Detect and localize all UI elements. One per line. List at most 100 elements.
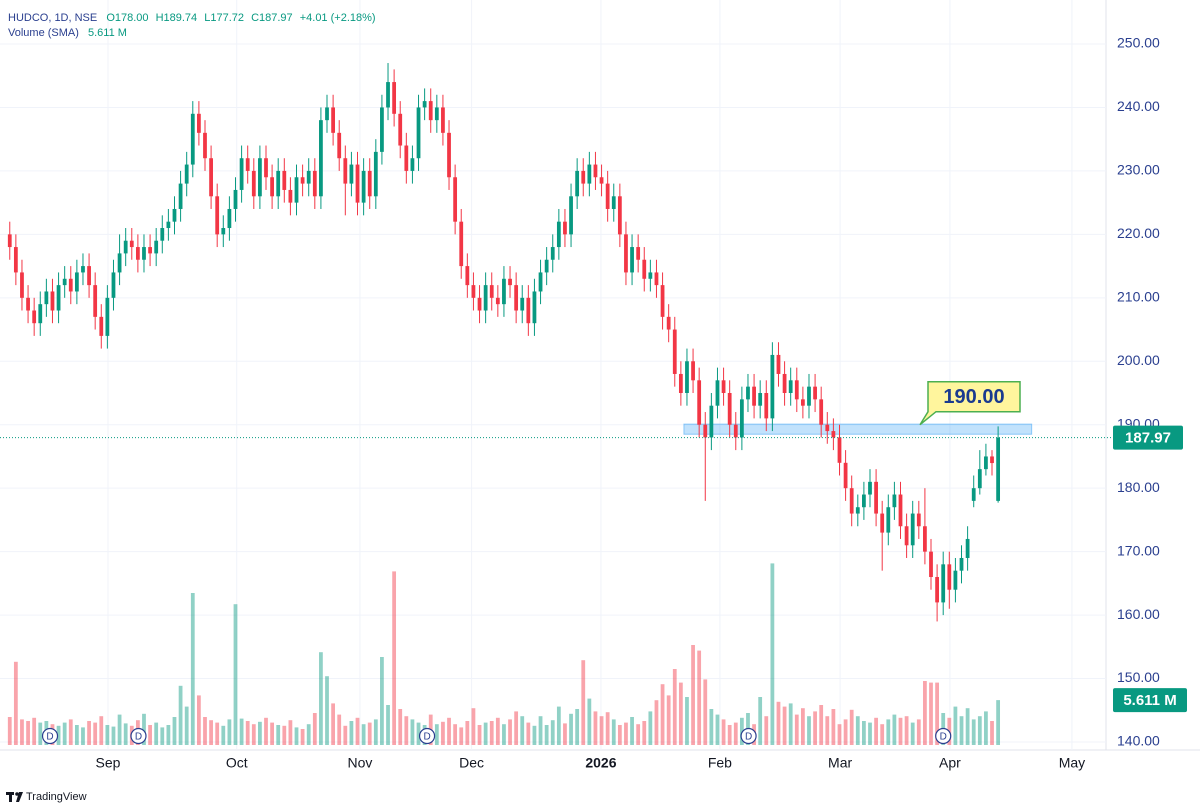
watermark-text: TradingView [26,791,87,803]
candle-body [465,266,470,286]
y-tick-label: 170.00 [1117,542,1160,558]
volume-bar [337,714,342,745]
volume-bar [258,721,262,745]
volume-bar [221,725,226,745]
candle-body [996,437,1001,501]
volume-bar [550,720,555,745]
candle-body [611,196,616,209]
volume-bar [459,727,464,745]
candle-body [221,228,226,235]
candle-body [196,113,201,133]
x-tick-label: Sep [96,755,121,771]
volume-bar [825,716,830,745]
volume-bar [800,708,805,745]
candle-body [782,373,787,393]
volume-bar [367,722,372,745]
candle-body [184,164,189,184]
dividend-label: D [745,732,752,743]
candle-body [868,481,872,495]
candle-body [843,462,848,489]
volume-bar [642,721,647,745]
candle-body [453,177,458,222]
ohlc-high: H189.74 [156,12,198,24]
candle-body [233,189,238,209]
candle-body [642,259,647,279]
volume-tag [1113,688,1187,713]
candle-body [209,158,213,197]
volume-bar [495,717,500,745]
candle-body [874,481,878,514]
volume-bar [209,720,213,745]
volume-bar [520,716,525,745]
candle-body [727,393,732,425]
candle-body [923,526,927,552]
volume-bar [117,714,122,745]
candle-body [111,272,116,298]
candle-body [300,177,305,184]
volume-bar [977,716,982,745]
candle-body [862,494,866,508]
x-tick-label: May [1059,755,1085,771]
volume-bar [880,724,885,745]
candle-body [532,291,537,324]
dividend-label: D [423,732,430,743]
candle-body [636,247,641,260]
candle-body [630,247,634,273]
volume-bar [813,711,817,745]
candle-body [422,101,427,108]
dividend-marker [418,727,436,745]
candle-body [575,170,580,197]
candle-body [648,272,653,279]
volume-bar [386,705,390,745]
volume-bar [32,717,37,745]
candle-body [697,380,702,425]
volume-bar [148,725,152,745]
candle-body [904,526,909,546]
candle-body [709,405,714,438]
candle-body [605,183,610,209]
volume-bar [910,722,915,745]
candle-body [62,278,67,286]
volume-bar [886,719,891,745]
candle-body [123,240,128,254]
candle-body [977,469,982,489]
y-tick-label: 180.00 [1117,479,1160,495]
logo-part [15,792,19,796]
y-tick-label: 140.00 [1117,733,1160,749]
volume-bar [105,725,110,745]
candle-body [563,221,567,235]
volume-bar [849,709,854,745]
volume-bar [239,718,244,745]
y-tick-label: 200.00 [1117,352,1160,368]
x-tick-label: Feb [708,755,732,771]
volume-bar [502,724,506,745]
ohlc-change: +4.01 (+2.18%) [300,12,376,24]
candle-body [581,170,586,184]
volume-bar [563,723,567,745]
volume-bar [959,716,964,745]
candle-body [739,399,744,438]
candle-body [520,297,525,311]
candle-body [855,507,860,514]
volume-bar [270,722,274,745]
callout-label: 190.00 [943,386,1004,408]
candle-body [44,291,49,305]
volume-bar [624,722,628,745]
candle-body [678,373,683,393]
ohlc-open: O178.00 [106,12,148,24]
volume-bar [953,706,958,745]
volume-bar [575,709,580,745]
candle-body [916,513,921,527]
volume-bar [727,725,732,745]
candle-body [813,386,817,400]
x-tick-label: Mar [828,755,852,771]
candle-body [87,266,91,286]
candle-body [447,132,451,178]
candle-body [898,494,903,527]
candle-body [910,513,915,546]
candle-body [660,285,665,317]
price-tag [1113,425,1183,450]
volume-bar [392,571,397,745]
candle-body [404,145,409,171]
volume-bar [532,725,537,745]
